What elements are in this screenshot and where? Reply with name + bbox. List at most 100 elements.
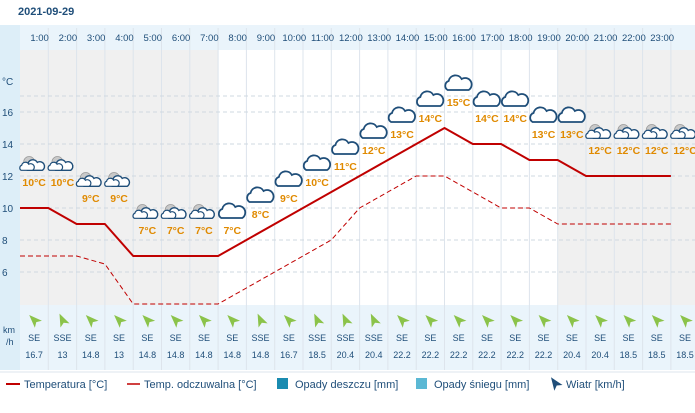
hour-tick-label: 3:00	[87, 33, 106, 44]
cloud-shape	[104, 177, 120, 187]
arrow-shape	[199, 315, 212, 328]
hour-tick-label: 10:00	[282, 33, 306, 44]
night-cloudy-icon	[189, 204, 216, 220]
y-tick-label: 14	[2, 140, 14, 151]
cloud-shape	[557, 106, 586, 123]
hour-tick-label: 18:00	[509, 33, 533, 44]
wind-arrow-icon	[595, 315, 608, 328]
y-tick-label: 12	[2, 172, 14, 183]
wind-direction: SE	[170, 333, 182, 343]
hour-tick-label: 4:00	[115, 33, 134, 44]
wind-arrow-icon	[651, 315, 665, 328]
cloud-shape	[75, 177, 92, 187]
cloud-shape	[444, 74, 473, 91]
wind-direction: SSE	[336, 333, 354, 343]
temp-data-label: 14°C	[419, 113, 443, 125]
cloud-icon	[557, 106, 586, 123]
wind-direction: SSE	[53, 333, 71, 343]
night-cloudy-icon	[104, 172, 131, 188]
arrow-shape	[453, 315, 467, 328]
night-cloudy-icon	[47, 156, 74, 172]
hour-tick-label: 23:00	[650, 33, 674, 44]
cloud-shape	[585, 129, 601, 139]
night-cloudy-icon	[75, 172, 102, 188]
cloud-shape	[47, 161, 64, 171]
cloud-icon	[387, 106, 416, 123]
y-tick-label: 16	[2, 108, 14, 119]
hour-tick-label: 21:00	[594, 33, 618, 44]
wind-speed: 16.7	[25, 350, 43, 360]
hour-tick-label: 15:00	[424, 33, 448, 44]
arrow-shape	[680, 315, 693, 328]
wind-direction: SE	[141, 333, 153, 343]
wind-arrow-icon	[314, 313, 325, 328]
temp-data-label: 11°C	[334, 161, 357, 173]
wind-arrow-icon	[623, 315, 637, 328]
wind-arrow-icon	[29, 315, 42, 328]
hour-tick-label: 14:00	[396, 33, 420, 44]
temp-data-label: 12°C	[588, 145, 612, 157]
arrow-shape	[651, 315, 665, 328]
y-unit-label: °C	[2, 77, 13, 88]
night-band	[557, 50, 695, 305]
wind-speed: 20.4	[563, 350, 581, 360]
wind-speed: 14.8	[252, 350, 270, 360]
cloud-shape	[529, 106, 558, 123]
wind-speed: 14.8	[195, 350, 213, 360]
wind-arrow-icon	[170, 315, 184, 328]
temp-data-label: 12°C	[645, 145, 669, 157]
cloud-shape	[387, 106, 416, 123]
wind-direction: SE	[113, 333, 125, 343]
cloud-icon	[529, 106, 558, 123]
night-cloudy-icon	[613, 124, 640, 140]
wind-speed: 18.5	[676, 350, 694, 360]
arrow-shape	[595, 315, 608, 328]
wind-speed: 22.2	[422, 350, 440, 360]
temp-data-label: 15°C	[447, 97, 471, 109]
temp-data-label: 9°C	[280, 193, 298, 205]
wind-direction: SSE	[252, 333, 270, 343]
wind-arrow-icon	[680, 315, 693, 328]
cloud-shape	[613, 129, 630, 139]
wind-band	[20, 305, 695, 370]
arrow-shape	[342, 313, 353, 328]
wind-arrow-icon	[283, 315, 297, 328]
temp-data-label: 10°C	[51, 177, 75, 189]
hour-tick-label: 9:00	[257, 33, 276, 44]
wind-speed: 20.4	[365, 350, 383, 360]
arrow-shape	[550, 377, 563, 391]
wind-direction: SE	[594, 333, 606, 343]
cloud-shape	[274, 170, 303, 187]
arrow-shape	[538, 315, 552, 328]
cloud-shape	[331, 138, 360, 155]
cloud-shape	[246, 186, 275, 203]
wind-direction: SE	[28, 333, 40, 343]
cloud-shape	[160, 209, 177, 219]
night-cloudy-icon	[132, 204, 159, 220]
arrow-shape	[397, 315, 410, 328]
wind-speed: 18.5	[620, 350, 638, 360]
hour-axis-band	[20, 25, 695, 50]
wind-direction: SE	[509, 333, 521, 343]
night-cloudy-icon	[670, 124, 695, 140]
temp-data-label: 12°C	[362, 145, 386, 157]
hour-tick-label: 22:00	[622, 33, 646, 44]
wind-direction: SSE	[365, 333, 383, 343]
temp-data-label: 12°C	[673, 145, 695, 157]
cloud-shape	[641, 129, 658, 139]
wind-arrow-icon	[453, 315, 467, 328]
wind-unit-bottom: /h	[6, 337, 14, 347]
hour-tick-label: 20:00	[565, 33, 589, 44]
wind-speed: 13	[57, 350, 67, 360]
arrow-shape	[314, 313, 325, 328]
cloud-shape	[132, 209, 149, 219]
legend-wind-icon	[550, 377, 563, 391]
arrow-shape	[29, 315, 42, 328]
cloud-shape	[359, 122, 388, 139]
wind-direction: SE	[481, 333, 493, 343]
wind-arrow-icon	[85, 315, 99, 328]
wind-arrow-icon	[538, 315, 552, 328]
arrow-shape	[170, 315, 184, 328]
y-tick-label: 8	[2, 236, 8, 247]
hour-tick-label: 7:00	[200, 33, 219, 44]
